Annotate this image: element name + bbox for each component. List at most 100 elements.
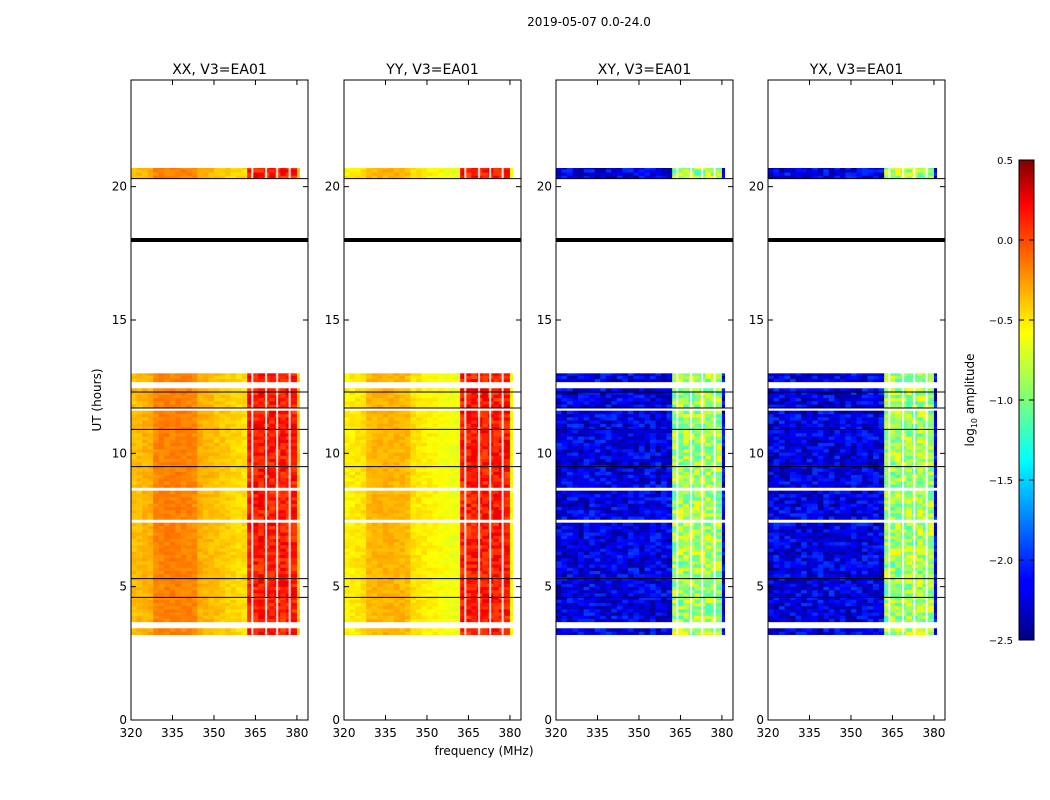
heatmap-cell bbox=[180, 573, 187, 578]
heatmap-cell bbox=[421, 493, 428, 498]
heatmap-cell bbox=[258, 506, 265, 511]
heatmap-cell bbox=[449, 410, 455, 415]
heatmap-cell bbox=[269, 580, 276, 584]
heatmap-cell bbox=[426, 506, 433, 511]
heatmap-cell bbox=[225, 413, 231, 418]
heatmap-cell bbox=[186, 516, 193, 520]
heatmap-cell bbox=[366, 551, 372, 555]
heatmap-cell bbox=[349, 609, 356, 613]
heatmap-cell bbox=[252, 373, 259, 376]
heatmap-cell bbox=[241, 490, 248, 495]
heatmap-cell bbox=[236, 615, 242, 619]
heatmap-cell bbox=[344, 570, 350, 575]
heatmap-cell bbox=[465, 436, 472, 440]
heatmap-cell bbox=[465, 168, 472, 170]
heatmap-cell bbox=[291, 602, 298, 607]
heatmap-cell bbox=[460, 397, 466, 402]
heatmap-cell bbox=[449, 449, 455, 453]
heatmap-cell bbox=[147, 455, 154, 459]
heatmap-cell bbox=[158, 417, 165, 421]
heatmap-cell bbox=[482, 599, 489, 603]
heatmap-cell bbox=[482, 493, 489, 498]
heatmap-cell bbox=[164, 404, 171, 408]
heatmap-cell bbox=[443, 612, 450, 616]
heatmap-cell bbox=[247, 522, 253, 527]
heatmap-cell bbox=[410, 172, 417, 176]
heatmap-cell bbox=[355, 580, 361, 584]
heatmap-cell bbox=[296, 586, 301, 591]
heatmap-cell bbox=[225, 452, 231, 456]
heatmap-cell bbox=[180, 373, 187, 376]
heatmap-cell bbox=[258, 497, 265, 501]
heatmap-cell bbox=[147, 452, 154, 456]
heatmap-cell bbox=[360, 506, 367, 511]
heatmap-cell bbox=[142, 503, 148, 507]
heatmap-cell bbox=[438, 474, 444, 479]
heatmap-cell bbox=[202, 573, 209, 578]
heatmap-cell bbox=[399, 567, 406, 571]
heatmap-cell bbox=[164, 628, 171, 632]
heatmap-cell bbox=[186, 175, 193, 179]
heatmap-cell bbox=[410, 548, 417, 552]
heatmap-cell bbox=[153, 458, 159, 463]
heatmap-cell bbox=[355, 497, 361, 501]
heatmap-cell bbox=[426, 426, 433, 431]
heatmap-cell bbox=[399, 391, 406, 395]
heatmap-cell bbox=[202, 471, 209, 475]
heatmap-cell bbox=[180, 612, 187, 616]
heatmap-cell bbox=[147, 557, 154, 562]
heatmap-cell bbox=[482, 602, 489, 607]
heatmap-cell bbox=[191, 433, 198, 437]
heatmap-cell bbox=[252, 554, 259, 559]
heatmap-cell bbox=[202, 602, 209, 607]
channel-gap bbox=[251, 168, 254, 179]
heatmap-cell bbox=[136, 458, 143, 463]
heatmap-cell bbox=[142, 618, 148, 623]
heatmap-cell bbox=[136, 554, 143, 559]
heatmap-cell bbox=[449, 503, 455, 507]
heatmap-cell bbox=[344, 593, 350, 597]
heatmap-cell bbox=[421, 449, 428, 453]
heatmap-cell bbox=[360, 593, 367, 597]
heatmap-cell bbox=[371, 538, 378, 543]
heatmap-cell bbox=[153, 509, 159, 514]
heatmap-cell bbox=[393, 439, 400, 443]
heatmap-cell bbox=[482, 580, 489, 584]
heatmap-cell bbox=[493, 513, 500, 517]
heatmap-cell bbox=[175, 378, 182, 383]
heatmap-cell bbox=[432, 599, 439, 603]
heatmap-cell bbox=[291, 394, 298, 399]
heatmap-cell bbox=[426, 609, 433, 613]
heatmap-cell bbox=[208, 493, 215, 498]
heatmap-cell bbox=[426, 445, 433, 450]
heatmap-cell bbox=[241, 175, 248, 179]
heatmap-cell bbox=[169, 474, 176, 479]
heatmap-cell bbox=[219, 532, 226, 536]
heatmap-cell bbox=[186, 461, 193, 466]
heatmap-cell bbox=[410, 420, 417, 424]
heatmap-cell bbox=[460, 497, 466, 501]
heatmap-cell bbox=[213, 481, 220, 485]
heatmap-cell bbox=[349, 461, 356, 466]
heatmap-cell bbox=[393, 168, 400, 170]
heatmap-cell bbox=[158, 567, 165, 571]
heatmap-cell bbox=[131, 436, 137, 440]
heatmap-cell bbox=[197, 589, 204, 594]
heatmap-cell bbox=[360, 554, 367, 559]
heatmap-cell bbox=[432, 461, 439, 466]
heatmap-cell bbox=[142, 589, 148, 594]
heatmap-cell bbox=[382, 413, 389, 418]
heatmap-cell bbox=[158, 605, 165, 610]
heatmap-cell bbox=[355, 593, 361, 597]
heatmap-cell bbox=[191, 413, 198, 418]
heatmap-cell bbox=[213, 557, 220, 562]
heatmap-cell bbox=[186, 593, 193, 597]
heatmap-cell bbox=[219, 445, 226, 450]
heatmap-cell bbox=[213, 458, 220, 463]
heatmap-cell bbox=[169, 458, 176, 463]
heatmap-cell bbox=[426, 522, 433, 527]
heatmap-cell bbox=[191, 631, 198, 635]
heatmap-cell bbox=[147, 169, 154, 173]
heatmap-cell bbox=[252, 442, 259, 447]
heatmap-cell bbox=[241, 401, 248, 405]
